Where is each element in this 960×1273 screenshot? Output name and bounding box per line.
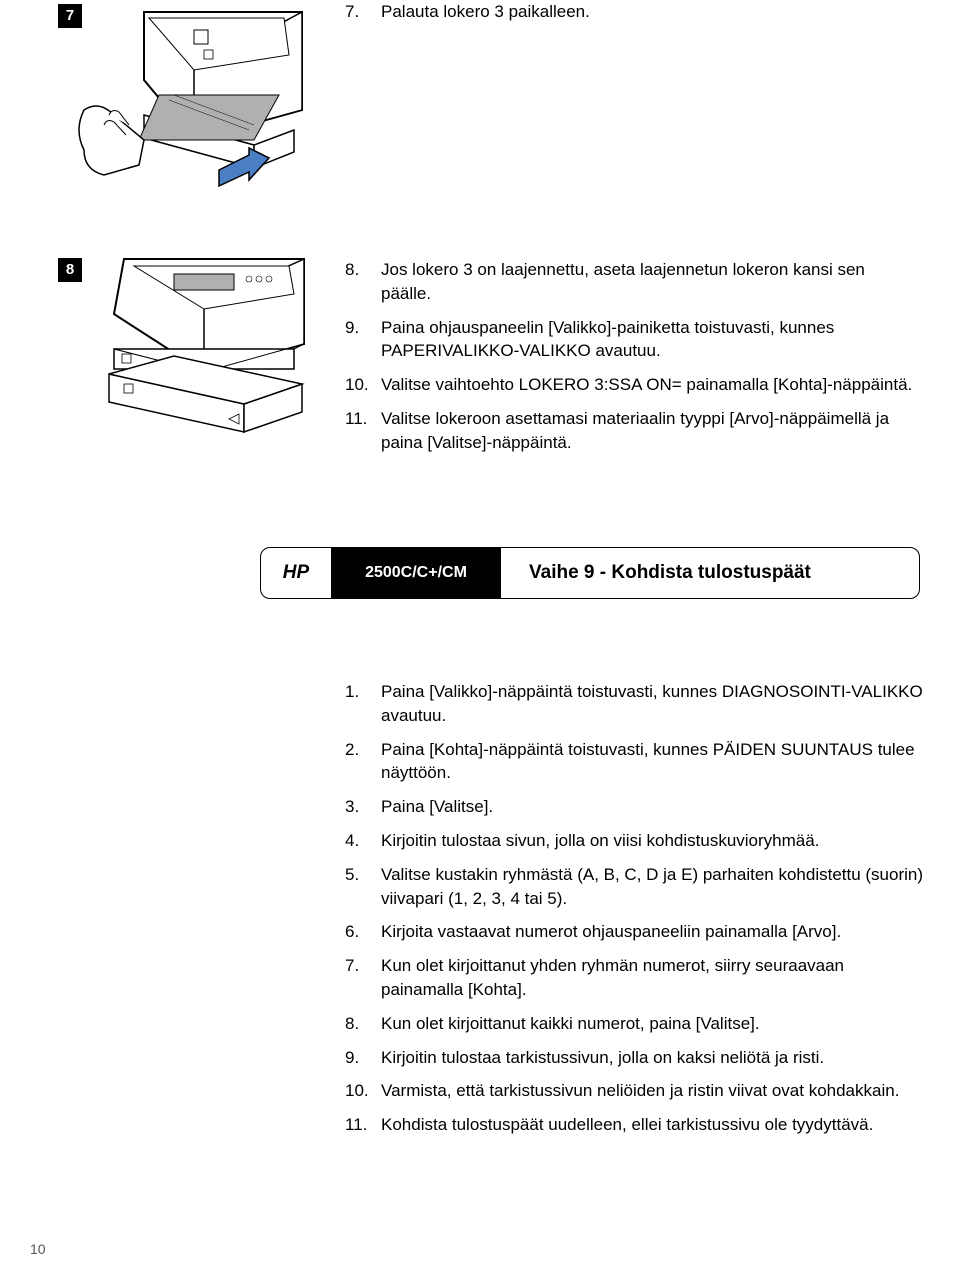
step-text: Paina ohjauspaneelin [Valikko]-painikett… — [381, 316, 915, 364]
step-number: 6. — [345, 920, 381, 944]
step-text: Kirjoitin tulostaa sivun, jolla on viisi… — [381, 829, 925, 853]
step-8: 8. Jos lokero 3 on laajennettu, aseta la… — [345, 258, 915, 306]
banner-hp: HP — [261, 548, 331, 598]
step-text: Kohdista tulostuspäät uudelleen, ellei t… — [381, 1113, 925, 1137]
step-number: 7. — [345, 954, 381, 1002]
step-10: 10. Valitse vaihtoehto LOKERO 3:SSA ON= … — [345, 373, 915, 397]
lower-step-1: 1. Paina [Valikko]-näppäintä toistuvasti… — [345, 680, 925, 728]
step-7: 7. Palauta lokero 3 paikalleen. — [345, 0, 915, 24]
step-number: 11. — [345, 407, 381, 455]
lower-step-3: 3. Paina [Valitse]. — [345, 795, 925, 819]
lower-step-8: 8. Kun olet kirjoittanut kaikki numerot,… — [345, 1012, 925, 1036]
lower-step-2: 2. Paina [Kohta]-näppäintä toistuvasti, … — [345, 738, 925, 786]
lower-step-5: 5. Valitse kustakin ryhmästä (A, B, C, D… — [345, 863, 925, 911]
step-number: 9. — [345, 1046, 381, 1070]
lower-step-9: 9. Kirjoitin tulostaa tarkistussivun, jo… — [345, 1046, 925, 1070]
lower-step-10: 10. Varmista, että tarkistussivun neliöi… — [345, 1079, 925, 1103]
lower-step-4: 4. Kirjoitin tulostaa sivun, jolla on vi… — [345, 829, 925, 853]
figure-8-badge: 8 — [58, 258, 82, 282]
figure-8: 8 — [54, 254, 309, 439]
step-11: 11. Valitse lokeroon asettamasi materiaa… — [345, 407, 915, 455]
top-steps: 7. Palauta lokero 3 paikalleen. — [345, 0, 915, 34]
step-number: 2. — [345, 738, 381, 786]
step-text: Kirjoitin tulostaa tarkistussivun, jolla… — [381, 1046, 925, 1070]
step-number: 10. — [345, 1079, 381, 1103]
banner-title: Vaihe 9 - Kohdista tulostuspäät — [501, 548, 919, 598]
step-number: 1. — [345, 680, 381, 728]
step-text: Paina [Valikko]-näppäintä toistuvasti, k… — [381, 680, 925, 728]
step-number: 10. — [345, 373, 381, 397]
step-text: Valitse kustakin ryhmästä (A, B, C, D ja… — [381, 863, 925, 911]
step-number: 7. — [345, 0, 381, 24]
lower-step-7: 7. Kun olet kirjoittanut yhden ryhmän nu… — [345, 954, 925, 1002]
step-text: Paina [Kohta]-näppäintä toistuvasti, kun… — [381, 738, 925, 786]
step-text: Valitse vaihtoehto LOKERO 3:SSA ON= pain… — [381, 373, 915, 397]
step-text: Varmista, että tarkistussivun neliöiden … — [381, 1079, 925, 1103]
step-number: 9. — [345, 316, 381, 364]
lower-step-11: 11. Kohdista tulostuspäät uudelleen, ell… — [345, 1113, 925, 1137]
step-number: 5. — [345, 863, 381, 911]
figure-7-badge: 7 — [58, 4, 82, 28]
mid-steps: 8. Jos lokero 3 on laajennettu, aseta la… — [345, 258, 915, 465]
step-text: Palauta lokero 3 paikalleen. — [381, 0, 915, 24]
section-banner: HP 2500C/C+/CM Vaihe 9 - Kohdista tulost… — [260, 547, 920, 599]
banner-model: 2500C/C+/CM — [331, 548, 501, 598]
printer-illustration-8 — [54, 254, 309, 439]
step-text: Jos lokero 3 on laajennettu, aseta laaje… — [381, 258, 915, 306]
step-9: 9. Paina ohjauspaneelin [Valikko]-painik… — [345, 316, 915, 364]
step-text: Kirjoita vastaavat numerot ohjauspaneeli… — [381, 920, 925, 944]
step-text: Kun olet kirjoittanut yhden ryhmän numer… — [381, 954, 925, 1002]
step-number: 8. — [345, 258, 381, 306]
page-number: 10 — [30, 1241, 46, 1257]
figure-7: 7 — [54, 0, 309, 200]
step-text: Kun olet kirjoittanut kaikki numerot, pa… — [381, 1012, 925, 1036]
lower-step-6: 6. Kirjoita vastaavat numerot ohjauspane… — [345, 920, 925, 944]
step-text: Valitse lokeroon asettamasi materiaalin … — [381, 407, 915, 455]
step-number: 11. — [345, 1113, 381, 1137]
step-number: 8. — [345, 1012, 381, 1036]
step-text: Paina [Valitse]. — [381, 795, 925, 819]
printer-illustration-7 — [54, 0, 309, 200]
lower-steps: 1. Paina [Valikko]-näppäintä toistuvasti… — [345, 680, 925, 1147]
step-number: 3. — [345, 795, 381, 819]
step-number: 4. — [345, 829, 381, 853]
